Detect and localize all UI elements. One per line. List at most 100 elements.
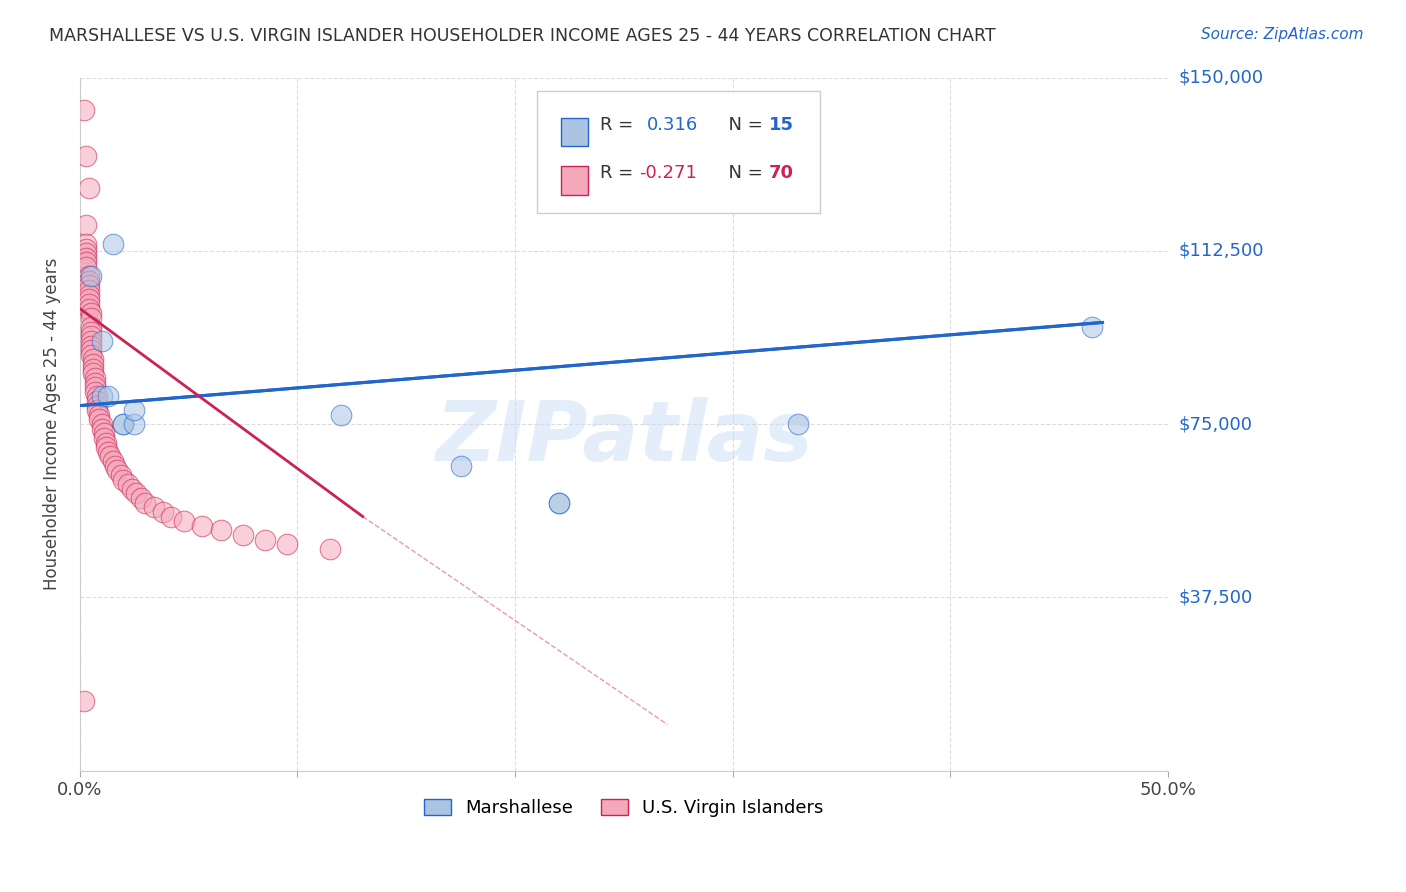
Point	[75, 251, 97, 265]
Point	[86, 399, 108, 413]
Text: MARSHALLESE VS U.S. VIRGIN ISLANDER HOUSEHOLDER INCOME AGES 25 - 44 YEARS CORREL: MARSHALLESE VS U.S. VIRGIN ISLANDER HOUS…	[49, 27, 995, 45]
Bar	[561, 118, 588, 146]
Point	[90, 389, 112, 403]
Point	[80, 325, 103, 339]
Point	[134, 496, 156, 510]
Point	[77, 283, 100, 297]
Point	[117, 477, 139, 491]
Point	[77, 181, 100, 195]
Text: 15: 15	[769, 116, 793, 134]
Point	[75, 236, 97, 251]
Y-axis label: Householder Income Ages 25 - 44 years: Householder Income Ages 25 - 44 years	[44, 258, 60, 591]
Point	[75, 149, 97, 163]
Point	[547, 496, 569, 510]
Point	[98, 450, 121, 464]
Bar	[561, 166, 588, 194]
Point	[330, 408, 353, 422]
Point	[80, 334, 103, 348]
Point	[77, 293, 100, 307]
Point	[82, 352, 104, 367]
Point	[80, 329, 103, 343]
Text: N =: N =	[717, 164, 769, 182]
Point	[1080, 320, 1102, 334]
Point	[75, 219, 97, 233]
Point	[319, 541, 342, 556]
Point	[129, 491, 152, 505]
Point	[94, 435, 117, 450]
Text: -0.271: -0.271	[640, 164, 697, 182]
Point	[101, 236, 124, 251]
Text: Source: ZipAtlas.com: Source: ZipAtlas.com	[1201, 27, 1364, 42]
Point	[86, 389, 108, 403]
Point	[112, 417, 135, 431]
Text: 0.316: 0.316	[647, 116, 697, 134]
Point	[77, 301, 100, 316]
Point	[82, 361, 104, 376]
Point	[77, 269, 100, 284]
Point	[75, 242, 97, 256]
Point	[89, 408, 111, 422]
Text: R =: R =	[600, 164, 638, 182]
Point	[77, 278, 100, 293]
Point	[75, 260, 97, 274]
Point	[152, 505, 174, 519]
Point	[86, 394, 108, 409]
Point	[80, 343, 103, 358]
Point	[122, 403, 145, 417]
Point	[101, 454, 124, 468]
Point	[93, 426, 115, 441]
Point	[190, 518, 212, 533]
Point	[94, 440, 117, 454]
Point	[104, 458, 127, 473]
Point	[77, 297, 100, 311]
Point	[80, 348, 103, 362]
Point	[84, 384, 107, 399]
Point	[75, 255, 97, 269]
Point	[90, 334, 112, 348]
Point	[93, 431, 115, 445]
Point	[121, 482, 143, 496]
Point	[787, 417, 810, 431]
Point	[125, 486, 148, 500]
Point	[84, 376, 107, 390]
Point	[75, 246, 97, 260]
Point	[450, 458, 472, 473]
Point	[80, 338, 103, 352]
Point	[547, 496, 569, 510]
Point	[97, 389, 120, 403]
Point	[232, 528, 254, 542]
Point	[80, 320, 103, 334]
Point	[142, 500, 165, 515]
Point	[80, 269, 103, 284]
Point	[276, 537, 298, 551]
Text: $112,500: $112,500	[1180, 242, 1264, 260]
Point	[253, 533, 276, 547]
Point	[84, 371, 107, 385]
Point	[97, 445, 120, 459]
Text: R =: R =	[600, 116, 645, 134]
Point	[77, 274, 100, 288]
FancyBboxPatch shape	[537, 91, 820, 212]
Point	[90, 417, 112, 431]
Point	[89, 412, 111, 426]
Point	[84, 380, 107, 394]
Point	[105, 463, 128, 477]
Point	[110, 467, 132, 482]
Point	[112, 473, 135, 487]
Point	[209, 524, 232, 538]
Point	[80, 306, 103, 320]
Point	[86, 403, 108, 417]
Legend: Marshallese, U.S. Virgin Islanders: Marshallese, U.S. Virgin Islanders	[418, 791, 831, 824]
Point	[173, 514, 195, 528]
Point	[82, 366, 104, 380]
Point	[80, 310, 103, 325]
Text: $150,000: $150,000	[1180, 69, 1264, 87]
Text: 70: 70	[769, 164, 793, 182]
Point	[90, 422, 112, 436]
Point	[160, 509, 183, 524]
Text: ZIPatlas: ZIPatlas	[434, 398, 813, 478]
Point	[77, 287, 100, 301]
Point	[122, 417, 145, 431]
Text: N =: N =	[717, 116, 769, 134]
Point	[82, 357, 104, 371]
